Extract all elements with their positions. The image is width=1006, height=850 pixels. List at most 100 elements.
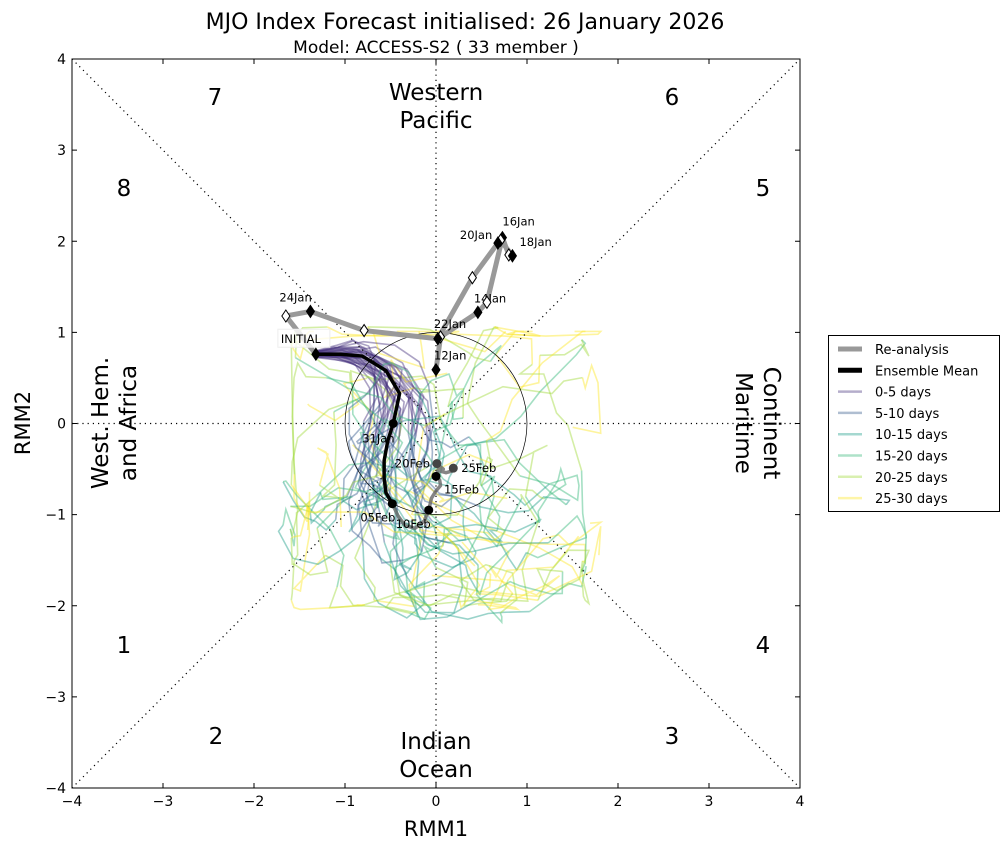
ensemble-member-line — [356, 431, 417, 538]
ensemble-member-line — [367, 326, 491, 363]
ensemble-member-line — [351, 390, 424, 589]
x-tick-label: −1 — [335, 794, 356, 810]
region-west-hem-line1: West. Hem. — [88, 357, 114, 489]
ensemble-member-line — [362, 482, 379, 509]
reanalysis-date-label: 16Jan — [502, 215, 534, 229]
phase-2-label: 2 — [209, 724, 224, 750]
ensemble-member-line — [378, 474, 508, 503]
phase-6-label: 6 — [665, 85, 680, 111]
ensemble-member-line — [431, 518, 542, 533]
x-tick-label: −2 — [244, 794, 265, 810]
ensemble-member-line — [529, 565, 587, 613]
ensemble-member-line — [466, 326, 521, 477]
ensemble-member-line — [412, 449, 429, 495]
ensemble-member-line — [431, 574, 561, 602]
region-indian-ocean-line2: Ocean — [399, 757, 473, 783]
ensemble-member-line — [517, 363, 583, 471]
ensemble-member-line — [475, 496, 541, 597]
ensemble-member-line — [314, 350, 395, 433]
ensemble-member-line — [512, 493, 539, 603]
ensemble-member-line — [348, 395, 377, 466]
reanalysis-marker — [431, 362, 441, 377]
ensemble-member-line — [406, 576, 530, 620]
ensemble-member-line — [388, 431, 441, 508]
ensemble-member-line — [480, 571, 564, 599]
ensemble-member-line — [282, 506, 296, 547]
ensemble-member-line — [292, 503, 326, 593]
legend-entry-label: Ensemble Mean — [875, 364, 978, 379]
ensemble-member-line — [402, 512, 423, 553]
legend-entry-label: Re-analysis — [875, 343, 949, 358]
ensemble-member-line — [324, 554, 417, 614]
ensemble-member-line — [316, 492, 353, 529]
ensemble-member-line — [487, 535, 580, 611]
y-tick-label: 4 — [57, 52, 66, 68]
region-west-hem-line2: and Africa — [116, 365, 142, 481]
ensemble-member-line — [315, 346, 389, 418]
axes: −4−4 −3 −3 −2 −2 −1 −1 0 0 1 1 2 2 3 3 4 4 — [45, 52, 804, 810]
reanalysis-date-label: 22Jan — [434, 317, 466, 331]
ensemble-member-line — [373, 528, 461, 608]
paths: 12Jan 14Jan 16Jan 18Jan 20Jan 22Jan 24Jan 31Jan… — [277, 215, 552, 531]
ensemble-member-line — [319, 411, 339, 499]
ensemble-member-line — [348, 490, 381, 533]
ensemble-member-line — [435, 566, 514, 607]
x-tick-label: −3 — [153, 794, 174, 810]
phase-5-label: 5 — [756, 176, 771, 202]
ensemble-member-line — [373, 406, 409, 482]
ensemble-member-line — [290, 600, 366, 611]
ensemble-member-line — [420, 385, 435, 468]
ensemble-member-line — [419, 373, 463, 408]
region-western-pacific-line1: Western — [389, 80, 483, 106]
ensemble-member-line — [422, 532, 459, 568]
ensemble-member-line — [479, 526, 602, 598]
x-tick-label: −4 — [62, 794, 83, 810]
ensemble-member-line — [316, 353, 383, 461]
region-indian-ocean-line1: Indian — [400, 729, 471, 755]
ensemble-member-line — [412, 431, 431, 552]
chart-subtitle: Model: ACCESS-S2 ( 33 member ) — [293, 38, 579, 58]
ensemble-member-line — [362, 545, 426, 619]
y-tick-label: −2 — [45, 599, 66, 615]
ensemble-member-line — [485, 330, 586, 442]
ensemble-member-line — [427, 524, 514, 595]
ensemble-member-line — [315, 356, 417, 422]
ensemble-member-line — [376, 393, 421, 478]
ensemble-member-line — [580, 568, 591, 606]
ensemble-member-line — [468, 436, 550, 507]
ensemble-member-line — [547, 514, 587, 573]
ensemble-member-line — [291, 361, 327, 475]
x-tick-label: 3 — [705, 794, 714, 810]
ensemble-member-line — [293, 474, 311, 523]
ensemble-member-line — [382, 359, 448, 399]
ensemble-mean-marker — [388, 419, 398, 428]
ensemble-member-line — [439, 401, 464, 451]
x-tick-label: 2 — [614, 794, 623, 810]
ensemble-member-line — [357, 386, 376, 547]
ensemble-member-line — [407, 435, 449, 544]
ensemble-member-line — [364, 460, 405, 564]
ensemble-member-line — [412, 431, 481, 508]
ensemble-member-line — [384, 593, 460, 614]
ensemble-member-line — [356, 443, 400, 516]
reanalysis-marker — [507, 248, 518, 263]
ensemble-member-line — [318, 346, 415, 414]
ensemble-mean-date-label: 05Feb — [360, 511, 395, 525]
ensemble-member-line — [407, 489, 584, 586]
ensemble-member-line — [317, 447, 342, 528]
region-maritime-line1: Maritime — [730, 372, 756, 474]
ensemble-member-line — [480, 496, 571, 514]
legend-entry-label: 10-15 days — [875, 428, 948, 443]
ensemble-member-line — [495, 339, 587, 440]
ensemble-member-line — [316, 340, 430, 387]
ensemble-member-line — [494, 326, 603, 337]
ensemble-member-line — [294, 356, 444, 480]
legend-entry-label: 0-5 days — [875, 386, 931, 401]
ensemble-member-line — [365, 375, 403, 482]
ensemble-mean-date-label: 20Feb — [395, 457, 430, 471]
ensemble-mean-marker — [424, 505, 434, 515]
ensemble-member-line — [371, 480, 404, 541]
ensemble-member-line — [461, 541, 539, 602]
ensemble-member-line — [572, 362, 602, 435]
